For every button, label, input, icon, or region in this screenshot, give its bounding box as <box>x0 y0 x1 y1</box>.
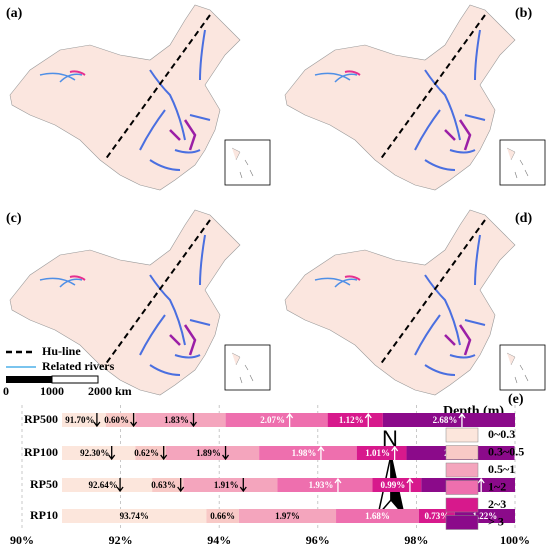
data-label: 1.97% <box>275 511 300 521</box>
bar-segment <box>165 446 260 460</box>
trend-arrow <box>406 477 414 492</box>
trend-arrow <box>458 412 466 427</box>
bar-segment <box>105 413 136 427</box>
trend-arrow <box>177 478 185 493</box>
x-tick-label: 100% <box>500 533 530 547</box>
y-tick-label: RP50 <box>30 477 58 491</box>
x-tick-label: 90% <box>10 533 34 547</box>
bar-segment <box>382 413 515 427</box>
data-label: 1.12% <box>339 415 364 425</box>
bars <box>62 413 515 523</box>
trend-arrow <box>391 445 399 460</box>
scale-bar <box>6 376 52 383</box>
bar-segment <box>327 413 383 427</box>
trend-arrow <box>108 446 116 461</box>
data-label: 1.22% <box>473 511 498 521</box>
map-b <box>283 3 547 192</box>
chart-title: (e) <box>508 392 524 407</box>
trend-arrow <box>160 446 168 461</box>
trend-arrow <box>286 412 294 427</box>
data-label: 1.68% <box>365 511 390 521</box>
map-d <box>283 208 547 397</box>
data-label: 1.98% <box>292 448 317 458</box>
legend-swatch <box>445 497 479 513</box>
y-tick-label: RP500 <box>24 412 58 426</box>
bar-segment <box>62 446 136 460</box>
data-label: 0.60% <box>104 415 129 425</box>
bar-segment <box>152 478 184 492</box>
data-label: 92.30% <box>80 448 109 458</box>
data-label: 0.62% <box>134 448 159 458</box>
data-label: 0.63% <box>151 480 176 490</box>
panel-label: (d) <box>515 211 532 226</box>
scale-label: 2000 km <box>88 384 132 398</box>
data-label: 1.89% <box>196 448 221 458</box>
bar-segment <box>277 478 373 492</box>
legend-swatch <box>445 462 479 478</box>
bar-segment <box>336 509 419 523</box>
legend-label: Hu-line <box>42 344 81 358</box>
legend-swatch <box>445 515 479 530</box>
north-label: N <box>382 426 398 451</box>
data-label: 1.83% <box>164 415 189 425</box>
legend-label: 0.5~1 <box>488 462 515 476</box>
bar-segment <box>225 413 328 427</box>
data-label: 0.73% <box>424 511 449 521</box>
bar-segment <box>183 478 278 492</box>
legend-label: 2~3 <box>488 497 506 511</box>
legend-swatch <box>445 480 479 495</box>
map-a <box>8 3 272 192</box>
trend-arrow <box>93 413 101 428</box>
data-label: 0.99% <box>381 480 406 490</box>
data-label: 92.64% <box>88 480 117 490</box>
bar-segment <box>62 478 153 492</box>
data-label: 1.01% <box>365 448 390 458</box>
trend-arrow <box>317 445 325 460</box>
data-label: 93.74% <box>120 511 149 521</box>
trend-arrow <box>189 413 198 428</box>
data-label: 0.66% <box>210 511 235 521</box>
trend-arrow <box>477 477 485 492</box>
bar-segment <box>135 413 226 427</box>
bar-segment <box>135 446 166 460</box>
data-label: 91.70% <box>65 415 94 425</box>
legend-swatch <box>445 445 479 460</box>
x-tick-label: 98% <box>404 533 428 547</box>
trend-arrow <box>334 477 342 492</box>
bar-segment <box>259 446 357 460</box>
trend-arrow <box>116 478 124 493</box>
panel-label: (a) <box>6 6 23 21</box>
trend-arrow <box>222 446 230 461</box>
x-tick-label: 96% <box>306 533 330 547</box>
data-label: 2.68% <box>433 415 458 425</box>
trend-arrow <box>364 412 372 427</box>
bar-segment <box>372 478 422 492</box>
data-label: 1.93% <box>309 480 334 490</box>
bar-segment <box>238 509 337 523</box>
legend-label: 0.3~0.5 <box>488 444 524 458</box>
legend-label: 1~2 <box>488 479 506 493</box>
trend-arrow <box>239 478 247 493</box>
bar-segment <box>62 509 207 523</box>
scale-label: 0 <box>3 384 9 398</box>
trend-arrow <box>130 413 138 428</box>
legend-label: Related rivers <box>42 359 115 373</box>
data-label: 1.91% <box>214 480 239 490</box>
legend-label: 0~0.3 <box>488 427 515 441</box>
scale-bar <box>51 375 99 384</box>
y-tick-label: RP100 <box>24 445 58 459</box>
scale-label: 1000 <box>40 384 64 398</box>
x-tick-label: 94% <box>207 533 231 547</box>
panel-label: (b) <box>515 6 532 21</box>
legend-label: > 3 <box>488 514 504 528</box>
data-label: 2.07% <box>260 415 285 425</box>
bar-segment <box>206 509 239 523</box>
panel-label: (c) <box>6 211 22 226</box>
x-tick-label: 92% <box>109 533 133 547</box>
y-tick-label: RP10 <box>30 508 58 522</box>
legend-swatch <box>445 427 479 443</box>
